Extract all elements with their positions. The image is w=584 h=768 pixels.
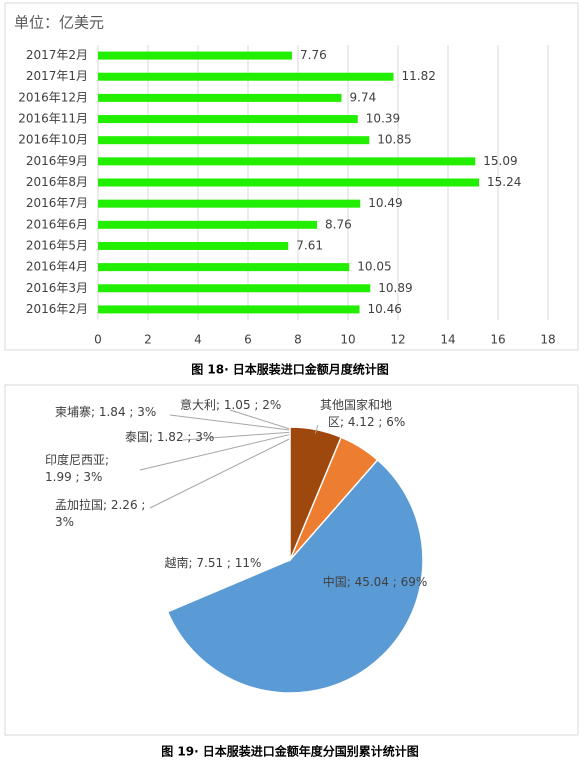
y-tick-label: 2016年7月 — [26, 196, 88, 210]
x-tick-label: 2 — [144, 333, 152, 347]
y-tick-label: 2016年3月 — [26, 281, 88, 295]
data-label: 7.76 — [300, 48, 327, 62]
x-tick-label: 10 — [340, 333, 355, 347]
data-label: 10.49 — [368, 196, 402, 210]
y-tick-label: 2016年4月 — [26, 260, 88, 274]
data-label: 8.76 — [325, 217, 352, 231]
data-label: 10.39 — [366, 112, 400, 126]
data-label: 中国; 45.04 ; 69% — [323, 574, 428, 589]
x-tick-label: 8 — [294, 333, 302, 347]
leader-line — [182, 430, 302, 441]
bar — [98, 284, 371, 293]
data-label: 泰国; 1.82 ; 3% — [125, 430, 214, 444]
y-tick-label: 2016年11月 — [18, 112, 88, 126]
bar — [98, 305, 360, 314]
data-label: 印度尼西亚; 1.99 ; 3% — [45, 452, 109, 484]
chart-title: 单位：亿美元 — [14, 14, 104, 32]
x-tick-label: 4 — [194, 333, 202, 347]
x-tick-label: 18 — [540, 333, 555, 347]
bar — [98, 220, 317, 229]
leader-line — [229, 409, 297, 432]
bar — [98, 136, 370, 145]
x-tick-label: 12 — [390, 333, 405, 347]
data-label: 10.46 — [368, 302, 402, 316]
bar — [98, 157, 476, 166]
y-tick-label: 2016年6月 — [26, 217, 88, 231]
bar — [98, 199, 361, 208]
x-tick-label: 6 — [244, 333, 252, 347]
bar — [98, 263, 350, 272]
data-label: 7.61 — [296, 238, 323, 252]
leader-line — [169, 414, 302, 432]
y-tick-label: 2016年10月 — [18, 133, 88, 147]
data-label: 10.85 — [377, 133, 411, 147]
leader-line — [139, 431, 303, 471]
y-tick-label: 2016年8月 — [26, 175, 88, 189]
bar — [98, 93, 342, 102]
bar — [98, 178, 479, 187]
y-tick-label: 2017年1月 — [26, 69, 88, 83]
x-tick-label: 0 — [94, 333, 102, 347]
data-label: 孟加拉国; 2.26 ; 3% — [55, 497, 145, 529]
data-label: 10.05 — [357, 260, 391, 274]
data-label: 15.24 — [487, 175, 521, 189]
x-tick-label: 16 — [490, 333, 505, 347]
bar — [98, 115, 358, 124]
bar — [98, 241, 289, 250]
data-label: 越南; 7.51 ; 11% — [165, 555, 262, 570]
y-tick-label: 2016年2月 — [26, 302, 88, 316]
data-label: 9.74 — [350, 90, 377, 104]
y-tick-label: 2016年9月 — [26, 154, 88, 168]
caption: 图 19· 日本服装进口金额年度分国别累计统计图 — [161, 744, 419, 759]
y-tick-label: 2017年2月 — [26, 48, 88, 62]
data-label: 意大利; 1.05 ; 2% — [180, 397, 281, 412]
data-label: 其他国家和地区; 4.12 ; 6% — [320, 397, 405, 429]
y-tick-label: 2016年12月 — [18, 90, 88, 104]
leader-line — [149, 431, 305, 509]
x-tick-label: 14 — [440, 333, 455, 347]
data-label: 15.09 — [483, 154, 517, 168]
leader-line — [314, 424, 319, 434]
data-label: 10.89 — [378, 281, 412, 295]
data-label: 11.82 — [402, 69, 436, 83]
data-label: 柬埔寨; 1.84 ; 3% — [55, 404, 156, 419]
bar — [98, 72, 394, 81]
bar — [98, 51, 292, 60]
caption: 图 18· 日本服装进口金额月度统计图 — [191, 362, 389, 377]
y-tick-label: 2016年5月 — [26, 238, 88, 252]
